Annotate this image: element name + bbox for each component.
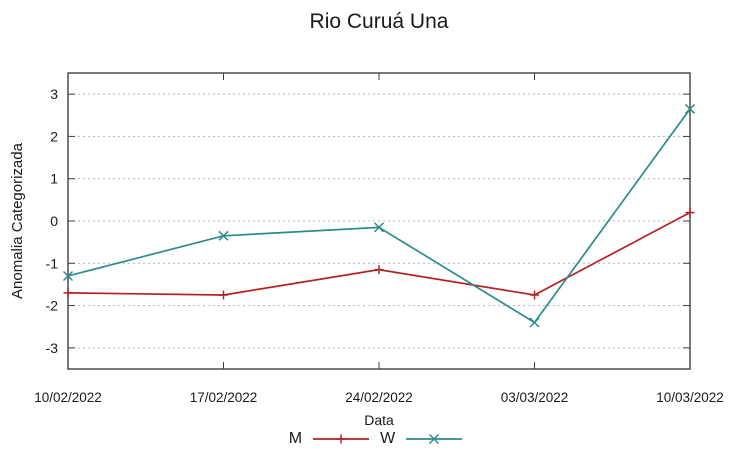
ytick-label-0: 0 — [50, 213, 58, 229]
marker-cross — [62, 270, 74, 282]
marker-plus — [336, 434, 346, 444]
ytick-label-3: 3 — [50, 86, 58, 102]
ytick-label--2: -2 — [46, 298, 59, 314]
x-axis-label: Data — [364, 412, 394, 428]
marker-plus — [219, 290, 228, 300]
chart-title: Rio Curuá Una — [309, 10, 449, 33]
xtick-label-0: 10/02/2022 — [34, 390, 102, 405]
y-axis-label: Anomalia Categorizada — [9, 142, 26, 299]
xtick-label-3: 03/03/2022 — [501, 390, 569, 405]
xtick-label-2: 24/02/2022 — [345, 390, 413, 405]
marker-plus — [530, 290, 539, 300]
ytick-label-1: 1 — [50, 171, 58, 187]
ytick-label--3: -3 — [46, 340, 59, 356]
marker-plus — [685, 208, 695, 218]
xtick-label-1: 17/02/2022 — [190, 390, 258, 405]
marker-cross — [373, 222, 385, 233]
series-line-M — [67, 211, 691, 296]
legend-sample-W — [406, 433, 463, 445]
marker-plus — [63, 288, 73, 298]
series-line-W — [67, 108, 691, 324]
plot-border — [67, 72, 691, 370]
ytick-label-2: 2 — [50, 128, 58, 144]
marker-plus — [374, 265, 384, 275]
legend-label-M: M — [288, 430, 303, 447]
legend-sample-M — [313, 434, 370, 444]
legend-item-M: M — [289, 430, 370, 448]
marker-cross — [218, 230, 229, 241]
ytick-label--1: -1 — [46, 255, 59, 271]
marker-cross — [429, 433, 440, 445]
marker-cross — [529, 317, 540, 328]
legend-label-W: W — [380, 430, 396, 447]
legend-item-W: W — [380, 430, 463, 448]
xtick-label-4: 10/03/2022 — [656, 390, 724, 405]
marker-cross — [684, 103, 696, 114]
